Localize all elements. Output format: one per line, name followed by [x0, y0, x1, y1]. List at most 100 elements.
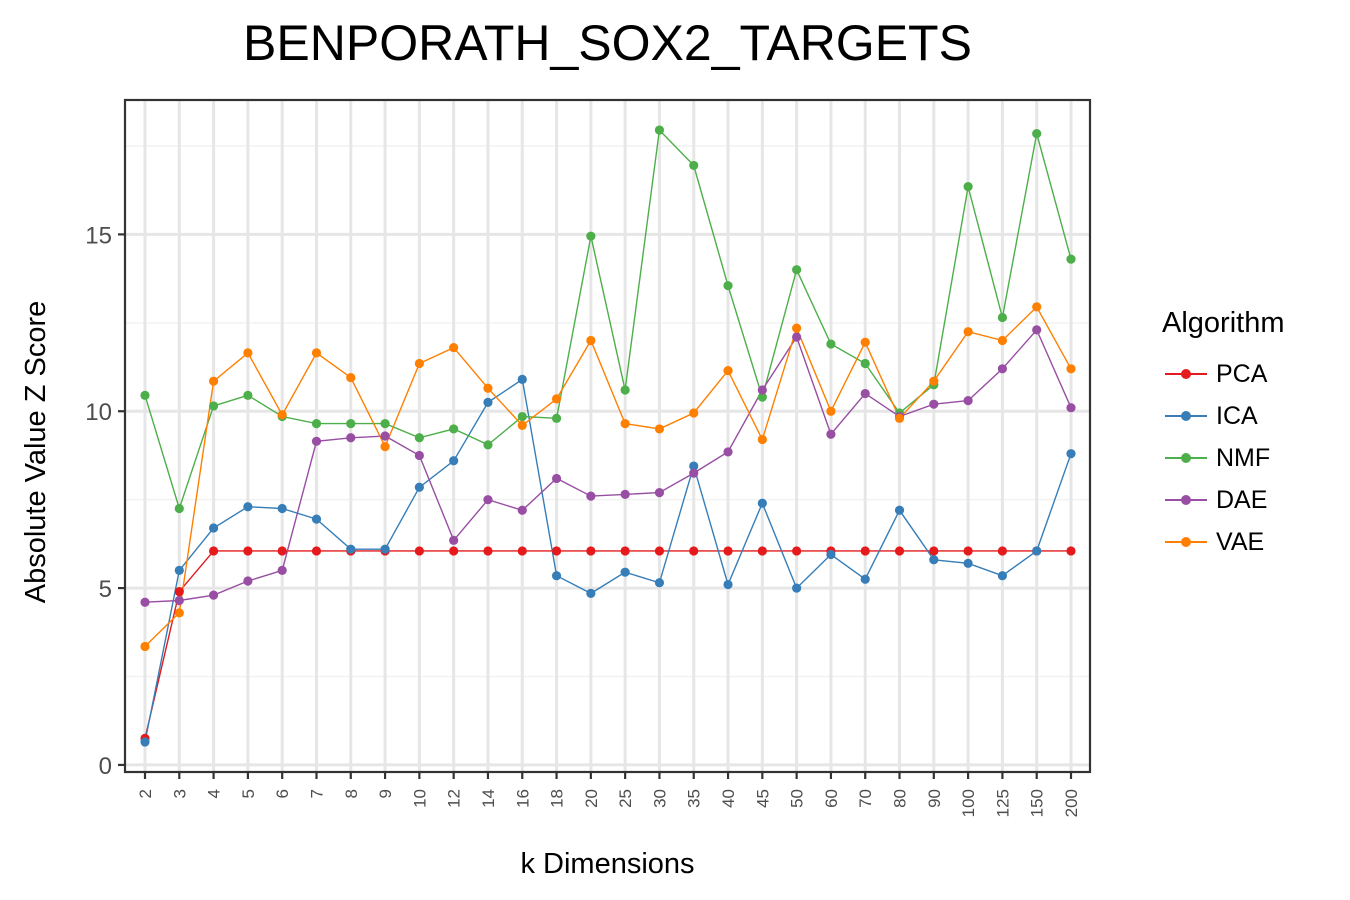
legend-item-ica: ICA [1162, 395, 1285, 437]
x-tick-label: 2 [136, 789, 155, 798]
x-tick-label: 30 [650, 789, 669, 808]
data-point-pca [449, 546, 459, 556]
data-point-vae [311, 348, 322, 358]
series-line-ica [144, 378, 1072, 743]
data-point-dae [1032, 325, 1042, 335]
data-point-ica [963, 558, 973, 568]
data-point-pca [414, 546, 424, 556]
data-point-nmf [689, 160, 699, 171]
legend-item-pca: PCA [1162, 353, 1285, 395]
data-point-vae [1066, 364, 1076, 374]
data-point-ica [654, 578, 665, 588]
x-tick-label: 20 [582, 789, 601, 808]
data-point-nmf [792, 265, 802, 275]
data-point-nmf [586, 231, 596, 241]
data-point-nmf [723, 281, 733, 291]
data-point-pca [963, 546, 973, 556]
x-tick-label: 50 [788, 789, 807, 808]
data-point-vae [517, 420, 527, 430]
data-point-dae [517, 505, 527, 515]
data-point-nmf [757, 392, 767, 402]
data-point-nmf [449, 424, 459, 434]
data-point-vae [277, 410, 287, 420]
data-point-dae [860, 388, 870, 399]
series-line-dae [144, 328, 1072, 603]
data-point-vae [654, 424, 665, 434]
x-tick-label: 70 [856, 789, 875, 808]
data-point-pca [517, 546, 527, 556]
data-point-pca [757, 546, 767, 556]
data-point-nmf [963, 182, 973, 192]
data-point-dae [243, 576, 253, 586]
data-point-pca [997, 546, 1008, 556]
legend-key-dae [1162, 490, 1210, 510]
data-point-nmf [997, 312, 1008, 323]
y-tick-label: 5 [99, 576, 112, 603]
data-point-dae [723, 447, 733, 457]
data-point-ica [380, 544, 390, 554]
data-point-ica [311, 514, 322, 524]
data-point-nmf [483, 440, 493, 450]
x-tick-label: 100 [959, 789, 978, 817]
data-point-nmf [243, 390, 253, 400]
data-point-dae [414, 450, 424, 461]
data-point-vae [620, 419, 630, 429]
x-tick-label: 18 [548, 789, 567, 808]
data-point-pca [894, 546, 905, 556]
data-point-dae [311, 436, 322, 446]
data-point-dae [140, 597, 150, 607]
series-line-nmf [144, 128, 1072, 511]
data-point-vae [414, 358, 424, 369]
x-tick-label: 60 [822, 789, 841, 808]
data-point-vae [346, 373, 356, 383]
data-point-ica [174, 565, 184, 576]
x-tick-label: 7 [307, 789, 326, 798]
data-point-vae [894, 413, 905, 423]
data-point-nmf [174, 503, 184, 514]
data-point-pca [551, 546, 562, 556]
legend-key-vae [1162, 532, 1210, 552]
x-tick-label: 14 [479, 789, 498, 808]
data-point-pca [243, 546, 253, 556]
data-point-dae [757, 385, 767, 395]
data-point-nmf [1066, 254, 1076, 264]
legend: Algorithm PCA ICA NMF DAE VAE [1162, 305, 1285, 563]
legend-key-pca [1162, 364, 1210, 384]
x-tick-label: 25 [616, 789, 635, 808]
data-point-ica [483, 397, 493, 407]
data-point-pca [654, 546, 665, 556]
x-tick-label: 200 [1062, 789, 1081, 817]
data-point-vae [757, 434, 767, 445]
data-point-ica [346, 544, 356, 554]
x-tick-label: 45 [753, 789, 772, 808]
data-point-vae [449, 342, 459, 353]
data-point-ica [208, 523, 219, 533]
data-point-vae [826, 406, 836, 416]
data-point-nmf [380, 419, 390, 429]
data-point-ica [620, 567, 630, 577]
data-point-ica [929, 555, 939, 565]
y-tick-label: 10 [85, 399, 112, 426]
data-point-pca [1066, 546, 1076, 556]
data-point-dae [1066, 403, 1076, 413]
data-point-nmf [346, 419, 356, 429]
x-tick-label: 4 [205, 789, 224, 798]
data-point-vae [483, 383, 493, 393]
data-point-ica [757, 498, 767, 508]
data-point-nmf [551, 413, 562, 423]
y-tick-label: 0 [99, 753, 112, 780]
legend-key-ica [1162, 406, 1210, 426]
data-point-vae [689, 408, 699, 418]
data-point-dae [483, 495, 493, 505]
data-point-ica [860, 574, 870, 584]
data-point-dae [997, 364, 1008, 374]
data-point-vae [208, 376, 219, 386]
x-tick-label: 40 [719, 789, 738, 808]
data-point-ica [894, 505, 905, 515]
x-tick-label: 9 [376, 789, 395, 798]
data-point-vae [997, 335, 1008, 346]
data-point-dae [826, 429, 836, 439]
data-point-nmf [517, 411, 527, 422]
data-point-ica [1032, 546, 1042, 556]
